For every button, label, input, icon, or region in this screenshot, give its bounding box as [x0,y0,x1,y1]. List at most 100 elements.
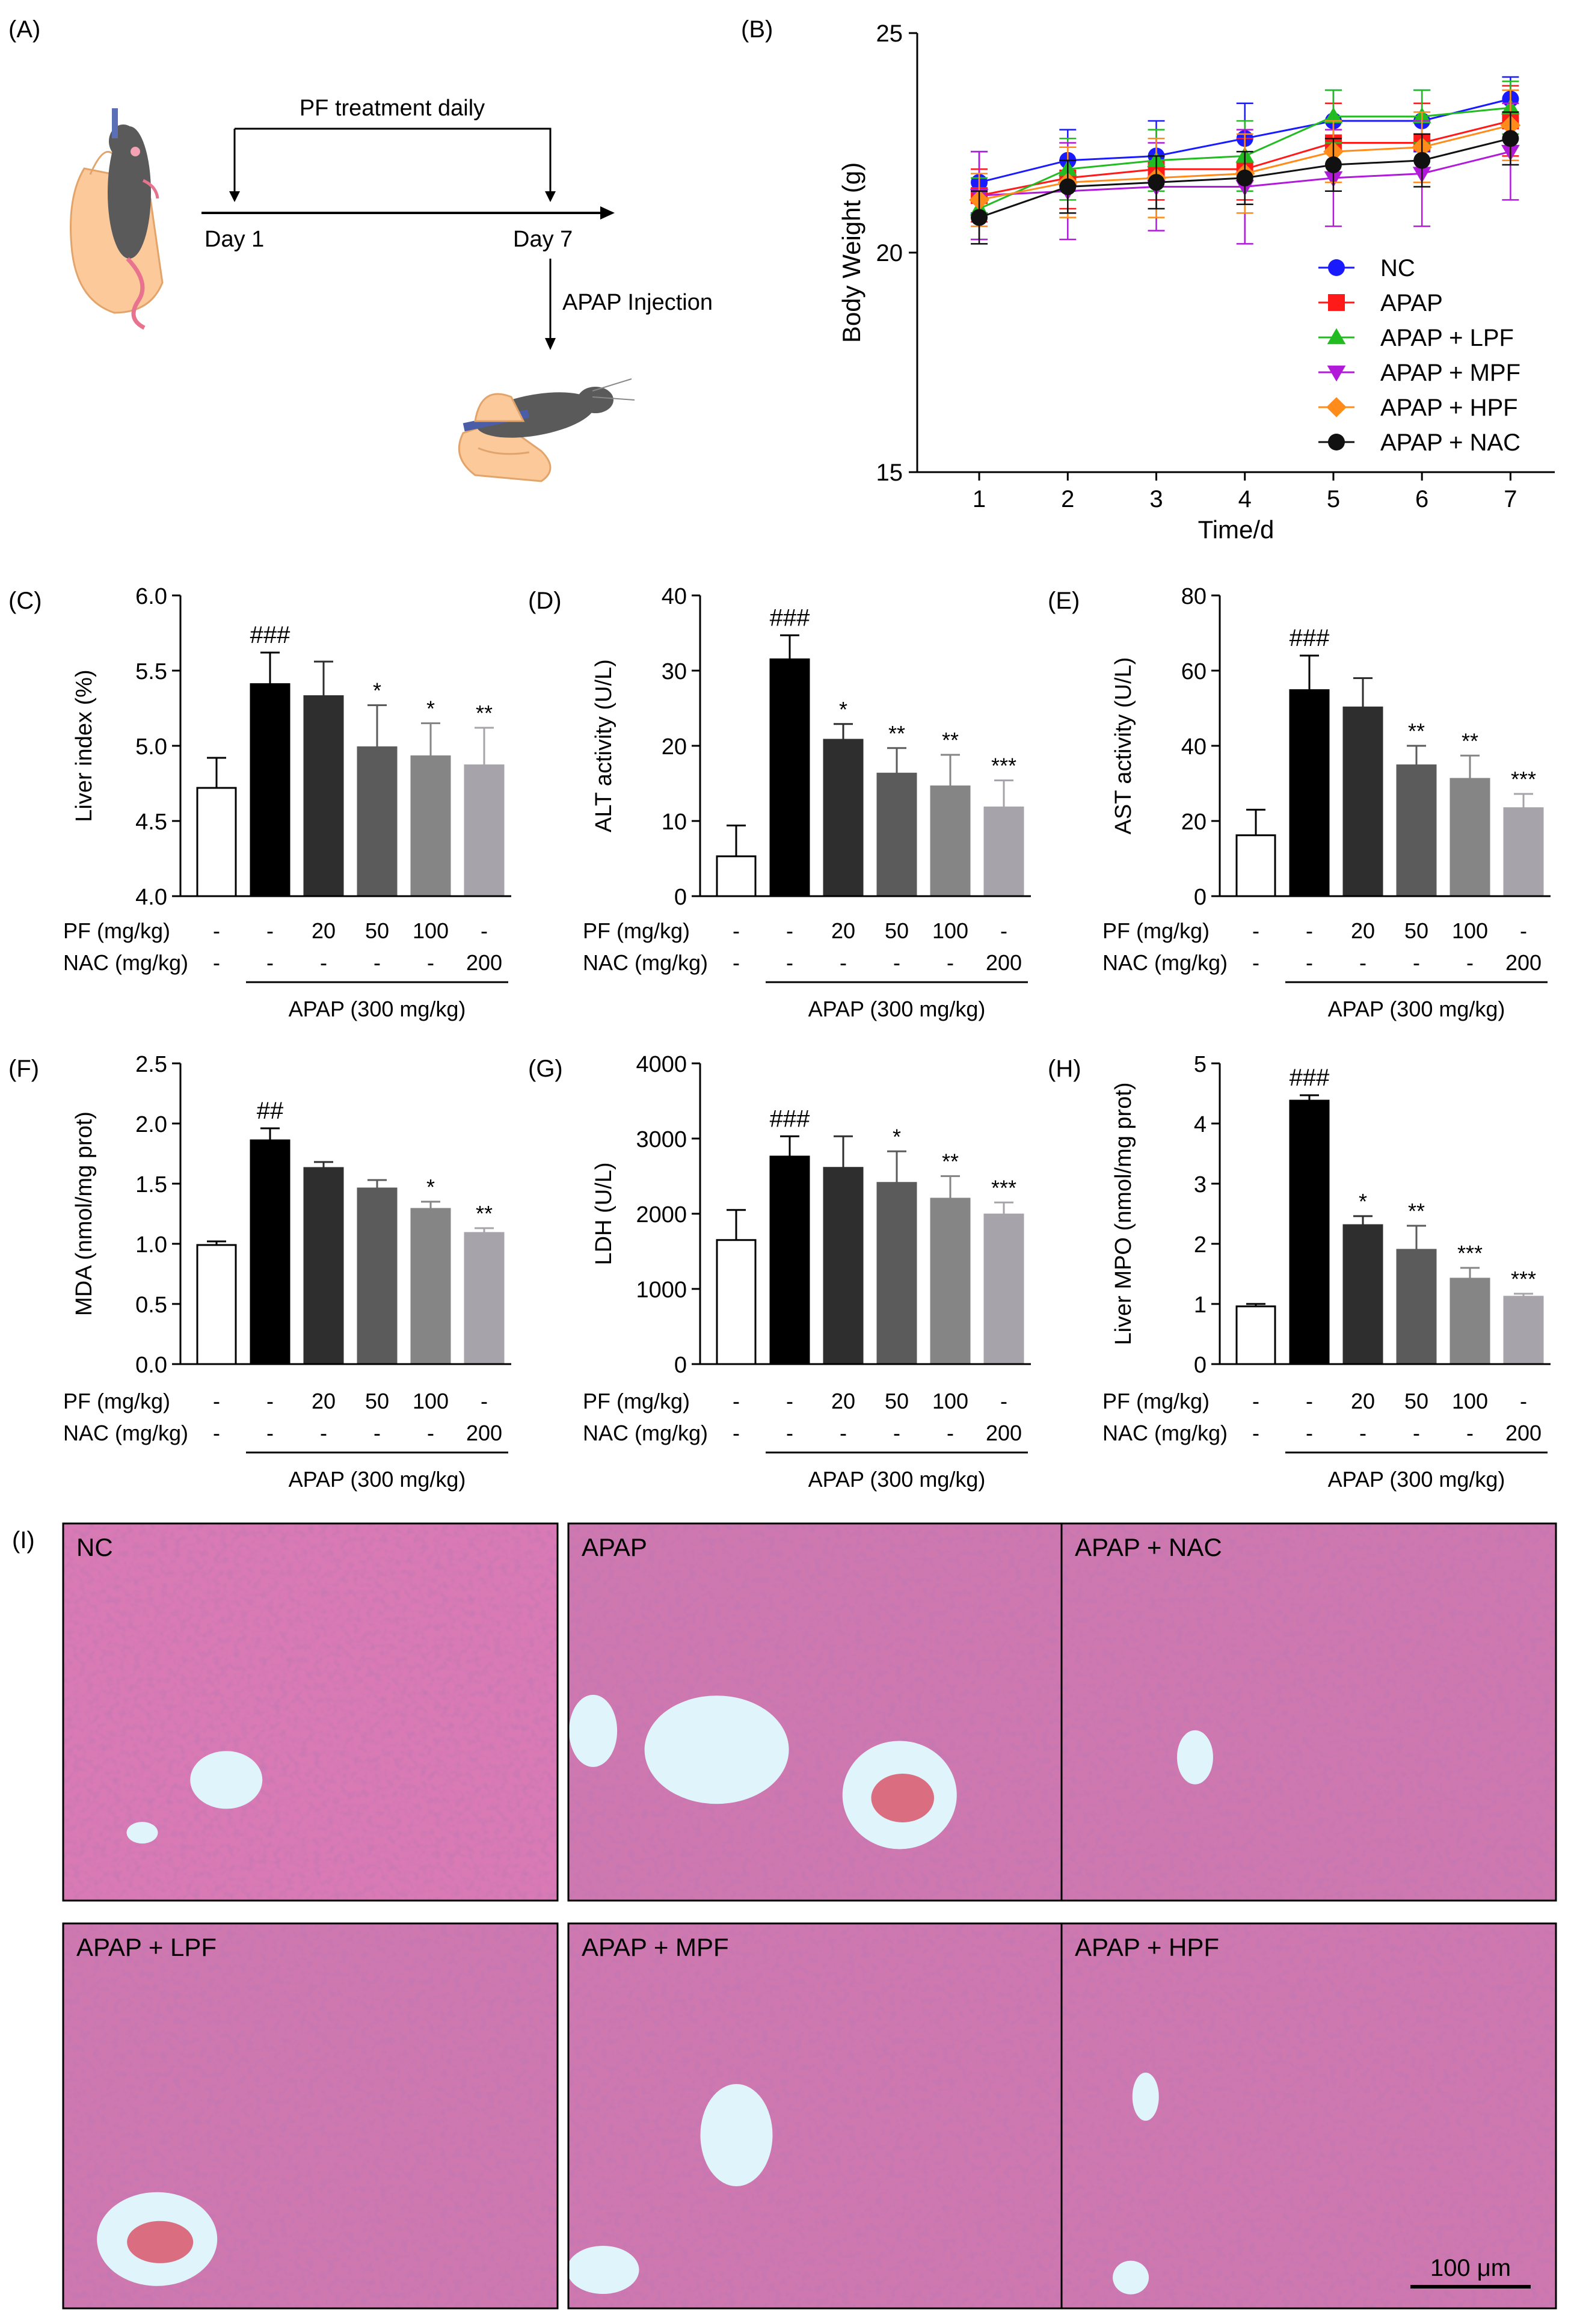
pf-dose: - [733,918,740,943]
significance-label: * [1359,1189,1367,1214]
pf-dose: - [733,1389,740,1413]
data-point [1413,152,1431,169]
bar [1289,689,1330,897]
scale-bar-label: 100 μm [1430,2255,1511,2281]
nac-dose: - [427,1421,434,1445]
bar-group: ** [876,721,917,897]
histology-panel: NC APAP APAP + NAC APAP + LPF APAP + MPF APAP… [62,1522,1557,2310]
bar [1396,1249,1437,1365]
nac-dose: - [1252,1421,1259,1445]
bar-group: * [823,697,864,897]
panel-label-i: (I) [12,1527,35,1554]
bar-group: *** [1503,1267,1544,1365]
histology-image-5: APAP + MPF [567,1922,1064,2310]
nac-dose: - [786,950,793,975]
nac-dose: 200 [986,950,1022,975]
significance-label: ** [1408,1199,1425,1223]
bar-group [716,1209,757,1365]
nac-dose: - [1359,950,1367,975]
tissue-section [63,1523,558,1901]
bar [876,1182,917,1365]
significance-label: ** [1408,719,1425,743]
legend-marker [1328,259,1345,276]
legend-label: APAP + HPF [1380,395,1518,421]
bar [410,1208,451,1365]
bar-group [1342,677,1383,897]
bar-group: ### [1289,625,1330,897]
pf-dose: - [1000,1389,1007,1413]
legend-marker [1327,328,1346,345]
nac-dose: - [374,1421,381,1445]
x-tick-label: 4 [1238,486,1252,512]
histology-label: APAP + MPF [582,1933,729,1961]
pf-row-label: PF (mg/kg) [1102,1389,1210,1413]
nac-dose: - [266,950,274,975]
bar [196,1244,237,1365]
y-tick-label: 0.0 [135,1353,167,1378]
bar-group: ## [250,1098,291,1365]
nac-dose: 200 [466,950,502,975]
day7-label: Day 7 [513,227,573,252]
nac-dose: - [893,1421,900,1445]
legend-marker [1328,294,1345,311]
treatment-label: PF treatment daily [300,96,485,121]
pf-dose: 50 [885,918,909,943]
y-tick-label: 20 [1181,810,1207,835]
significance-label: ### [770,604,810,631]
bar-group: *** [983,1175,1024,1365]
y-tick-label: 5.0 [135,734,167,760]
bar [1235,834,1276,897]
central-vein [190,1751,263,1809]
pf-dose: - [266,1389,274,1413]
panel-label-f: (F) [8,1056,39,1082]
bar-group: ### [250,622,291,897]
bar [823,1167,864,1365]
bar [1342,1224,1383,1365]
legend-label: APAP [1380,290,1443,316]
legend-label: APAP + LPF [1380,325,1514,351]
nac-dose: - [840,950,847,975]
significance-label: *** [1511,1267,1536,1291]
y-tick-label: 5.5 [135,659,167,684]
bar-group: * [410,696,451,897]
y-tick-label: 2000 [636,1202,687,1228]
significance-label: * [426,1175,435,1199]
y-axis-title: LDH (U/L) [591,1162,616,1265]
significance-label: * [893,1124,901,1149]
bar-group [823,1135,864,1365]
bar [716,1239,757,1365]
panel-labels: (A) (B) (C) (D) (E) (F) (G) (H) (I) [8,16,1081,1554]
nac-dose: - [213,950,220,975]
pf-dose: - [1520,918,1527,943]
y-axis-title: Body Weight (g) [837,162,865,343]
pf-dose: - [786,918,793,943]
blood-cells [127,2221,194,2263]
x-tick-label: 3 [1149,486,1163,512]
pf-row-label: PF (mg/kg) [63,918,170,943]
bar [303,695,344,897]
pf-dose: 20 [312,918,336,943]
y-tick-label: 4.5 [135,810,167,835]
y-tick-label: 25 [876,20,903,47]
significance-label: *** [991,1175,1016,1200]
tissue-section [568,1523,1063,1901]
legend-marker [1328,434,1345,450]
bar [769,1155,810,1365]
histology-image-2: APAP [567,1522,1064,1902]
histology-label: APAP [582,1533,647,1561]
bar-group: ** [930,1149,971,1365]
bar [769,658,810,897]
bar-group: ** [464,701,505,897]
panel-label-g: (G) [528,1056,563,1082]
y-tick-label: 40 [1181,734,1207,760]
pf-dose: 100 [413,1389,449,1413]
y-tick-label: 80 [1181,584,1207,609]
nac-dose: - [1413,1421,1420,1445]
apap-group-label: APAP (300 mg/kg) [808,1467,986,1492]
panel-label-d: (D) [528,588,562,614]
y-tick-label: 6.0 [135,584,167,609]
central-vein [567,2246,639,2294]
day1-label: Day 1 [204,227,264,252]
